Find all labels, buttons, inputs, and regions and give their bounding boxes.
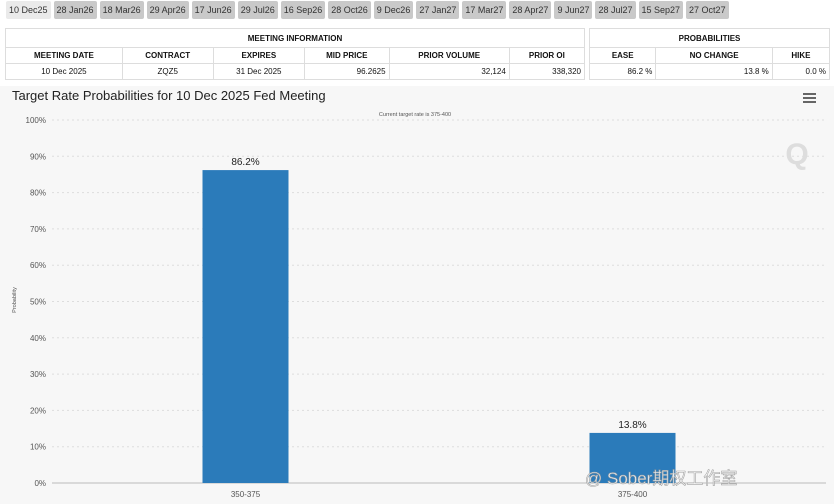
tab[interactable]: 27 Jan27 xyxy=(416,1,460,19)
column-header: PRIOR VOLUME xyxy=(388,47,510,64)
tab[interactable]: 28 Jul27 xyxy=(595,1,636,19)
chart-title: Target Rate Probabilities for 10 Dec 202… xyxy=(12,88,326,103)
y-tick-label: 0% xyxy=(34,479,46,488)
bar xyxy=(589,432,676,483)
chart-background xyxy=(0,86,834,504)
cell: 86.2 % xyxy=(588,63,657,80)
y-tick-label: 80% xyxy=(30,189,46,198)
tab[interactable]: 9 Jun27 xyxy=(554,1,593,19)
chart: Q Target Rate Probabilities for 10 Dec 2… xyxy=(0,86,834,504)
header-row: EASE NO CHANGE HIKE xyxy=(588,47,831,64)
cell: 0.0 % xyxy=(771,63,831,80)
column-header: NO CHANGE xyxy=(655,47,773,64)
column-header: MEETING DATE xyxy=(5,47,123,64)
cell: ZQZ5 xyxy=(121,63,214,80)
y-tick-label: 90% xyxy=(30,152,46,161)
cell: 338,320 xyxy=(508,63,586,80)
y-axis-label: Probability xyxy=(12,287,18,313)
y-tick-label: 30% xyxy=(30,370,46,379)
data-label: 13.8% xyxy=(618,420,646,431)
tab[interactable]: 15 Sep27 xyxy=(638,1,684,19)
y-tick-label: 100% xyxy=(26,116,46,125)
y-tick-label: 20% xyxy=(30,406,46,415)
title-row: MEETING INFORMATION xyxy=(5,28,585,48)
tab[interactable]: 10 Dec25 xyxy=(6,1,51,19)
tab[interactable]: 29 Jul26 xyxy=(237,1,278,19)
column-header: CONTRACT xyxy=(121,47,214,64)
tab[interactable]: 16 Sep26 xyxy=(280,1,326,19)
data-label: 86.2% xyxy=(231,157,259,168)
x-tick-label: 375-400 xyxy=(618,490,648,499)
tab[interactable]: 28 Apr27 xyxy=(509,1,552,19)
tab[interactable]: 17 Jun26 xyxy=(191,1,235,19)
column-header: EXPIRES xyxy=(212,47,306,64)
meeting-info-table: MEETING INFORMATION MEETING DATE CONTRACT E… xyxy=(5,28,586,80)
data-row: 86.2 % 13.8 % 0.0 % xyxy=(588,63,831,80)
column-header: HIKE xyxy=(771,47,831,64)
column-header: EASE xyxy=(588,47,657,64)
tab-bar: 10 Dec25 28 Jan26 18 Mar26 29 Apr26 17 Jun26… xyxy=(6,1,729,19)
y-tick-label: 40% xyxy=(30,334,46,343)
cell: 31 Dec 2025 xyxy=(212,63,306,80)
x-tick-label: 350-375 xyxy=(231,490,261,499)
cell: 10 Dec 2025 xyxy=(5,63,123,80)
y-tick-label: 60% xyxy=(30,261,46,270)
tab[interactable]: 28 Jan26 xyxy=(53,1,97,19)
cell: 13.8 % xyxy=(655,63,773,80)
header-row: MEETING DATE CONTRACT EXPIRES MID PRICE PRIO… xyxy=(5,47,586,64)
probabilities-table: PROBABILITIES EASE NO CHANGE HIKE 86.2 % 13.8… xyxy=(588,28,831,80)
column-header: MID PRICE xyxy=(304,47,390,64)
y-tick-label: 10% xyxy=(30,443,46,452)
logo: Q xyxy=(785,138,808,171)
y-tick-label: 50% xyxy=(30,298,46,307)
watermark: @ Sober期权工作室 xyxy=(585,469,737,488)
table-title: MEETING INFORMATION xyxy=(5,28,585,48)
tab[interactable]: 17 Mar27 xyxy=(462,1,507,19)
y-tick-label: 70% xyxy=(30,225,46,234)
column-header: PRIOR OI xyxy=(508,47,586,64)
title-row: PROBABILITIES xyxy=(589,28,830,48)
table-title: PROBABILITIES xyxy=(589,28,830,48)
cell: 96.2625 xyxy=(304,63,390,80)
data-row: 10 Dec 2025 ZQZ5 31 Dec 2025 96.2625 32,124 3… xyxy=(5,63,586,80)
tab[interactable]: 18 Mar26 xyxy=(99,1,144,19)
tab[interactable]: 27 Oct27 xyxy=(686,1,729,19)
tab[interactable]: 9 Dec26 xyxy=(373,1,414,19)
bar xyxy=(202,170,289,483)
chart-subtitle: Current target rate is 375-400 xyxy=(379,112,451,118)
tab[interactable]: 29 Apr26 xyxy=(146,1,189,19)
menu-icon[interactable] xyxy=(803,93,816,103)
cell: 32,124 xyxy=(388,63,510,80)
tab[interactable]: 28 Oct26 xyxy=(328,1,371,19)
